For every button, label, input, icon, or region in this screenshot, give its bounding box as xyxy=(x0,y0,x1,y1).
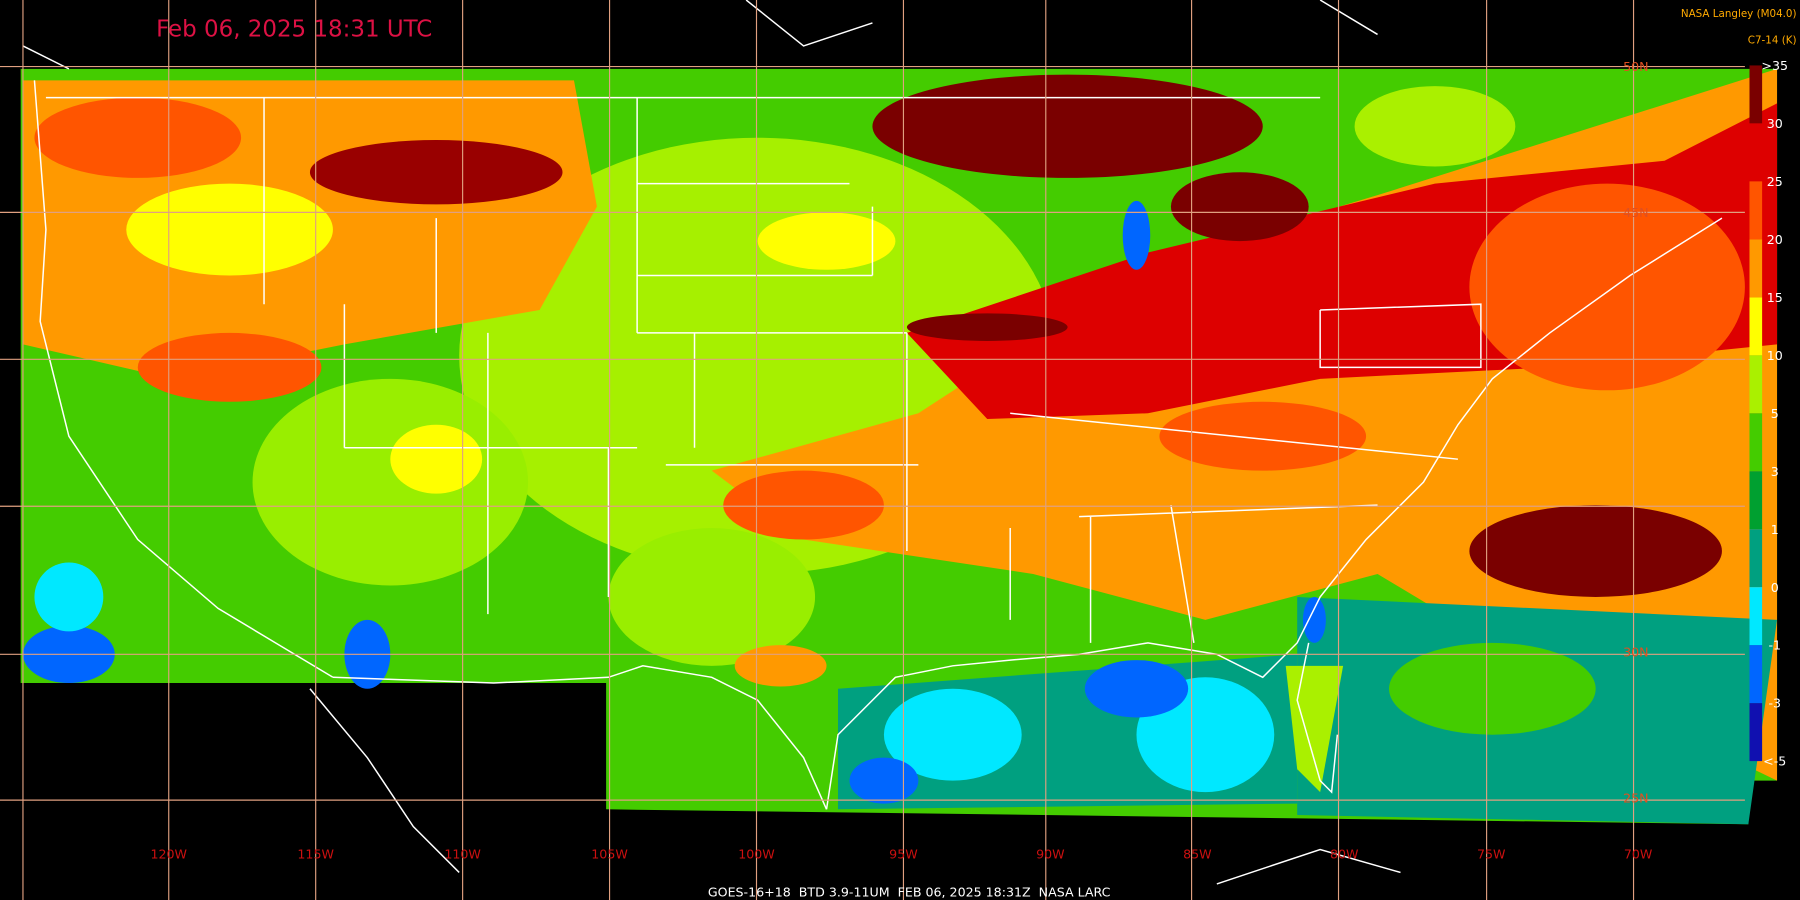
colorbar-segment xyxy=(1749,297,1763,356)
footer: GOES-16+18 BTD 3.9-11UM FEB 06, 2025 18:… xyxy=(708,885,1111,900)
longitude-label: 90W xyxy=(1036,847,1065,862)
colorbar-label: 0 xyxy=(1771,580,1779,595)
colorbar-segment xyxy=(1749,529,1763,588)
credit: NASA Langley (M04.0) xyxy=(1681,8,1797,20)
colorbar-segment xyxy=(1749,645,1763,704)
map-title: Feb 06, 2025 18:31 UTC xyxy=(156,17,432,43)
colorbar-label: 1 xyxy=(1771,522,1779,537)
latitude-label: 45N xyxy=(1623,205,1648,220)
longitude-label: 100W xyxy=(738,847,775,862)
borders xyxy=(22,0,1723,885)
longitude-label: 70W xyxy=(1624,847,1653,862)
longitude-label: 95W xyxy=(889,847,918,862)
longitude-label: 75W xyxy=(1477,847,1506,862)
colorbar-label: <-5 xyxy=(1763,754,1786,769)
colorbar-segment xyxy=(1749,471,1763,530)
colorbar-label: 30 xyxy=(1767,116,1783,131)
colorbar-segment xyxy=(1749,181,1763,240)
latitude-label: 25N xyxy=(1623,790,1648,805)
longitude-label: 80W xyxy=(1330,847,1359,862)
colorbar-label: 5 xyxy=(1771,406,1779,421)
colorbar-segment xyxy=(1749,123,1763,182)
colorbar-segment xyxy=(1749,587,1763,646)
longitude-label: 115W xyxy=(297,847,334,862)
colorbar-segment xyxy=(1749,413,1763,472)
longitude-label: 120W xyxy=(150,847,187,862)
latitude-label: 50N xyxy=(1623,59,1648,74)
colorbar-label: >35 xyxy=(1761,58,1788,73)
colorbar-label: -1 xyxy=(1768,638,1781,653)
colorbar-label: 15 xyxy=(1767,290,1783,305)
colorbar-segment xyxy=(1749,355,1763,414)
colorbar-label: -3 xyxy=(1768,696,1781,711)
latitude-label: 30N xyxy=(1623,645,1648,660)
graticule xyxy=(0,0,1745,900)
colorbar-label: 20 xyxy=(1767,232,1783,247)
colorbar-segment xyxy=(1749,65,1763,124)
longitude-label: 105W xyxy=(591,847,628,862)
colorbar-label: 10 xyxy=(1767,348,1783,363)
longitude-label: 110W xyxy=(444,847,481,862)
colorbar-segment xyxy=(1749,703,1763,762)
colorbar-segment xyxy=(1749,239,1763,298)
colorbar-label: 3 xyxy=(1771,464,1779,479)
colorbar-label: 25 xyxy=(1767,174,1783,189)
product: C7-14 (K) xyxy=(1748,35,1797,47)
longitude-label: 85W xyxy=(1183,847,1212,862)
